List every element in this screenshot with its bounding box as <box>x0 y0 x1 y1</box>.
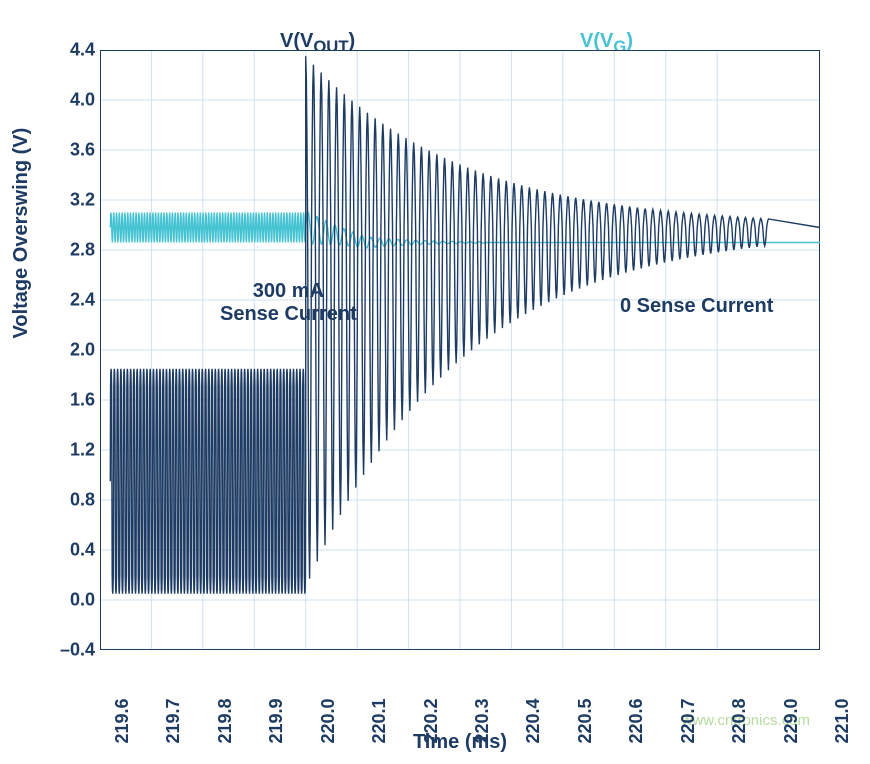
x-tick-label: 221.0 <box>832 699 853 744</box>
y-tick-label: 0.0 <box>70 590 95 611</box>
x-tick-label: 220.6 <box>626 699 647 744</box>
x-tick-label: 219.8 <box>215 699 236 744</box>
y-tick-label: 3.6 <box>70 140 95 161</box>
y-axis-label: Voltage Overswing (V) <box>10 128 33 339</box>
y-tick-label: 2.8 <box>70 240 95 261</box>
x-tick-label: 220.8 <box>729 699 750 744</box>
y-tick-label: 1.6 <box>70 390 95 411</box>
y-tick-label: 4.0 <box>70 90 95 111</box>
y-tick-label: 2.0 <box>70 340 95 361</box>
x-tick-label: 220.1 <box>369 699 390 744</box>
x-tick-label: 220.0 <box>318 699 339 744</box>
x-tick-label: 220.2 <box>421 699 442 744</box>
y-tick-label: 0.4 <box>70 540 95 561</box>
y-tick-label: 1.2 <box>70 440 95 461</box>
chart-annotation: 0 Sense Current <box>620 295 773 318</box>
y-tick-label: 4.4 <box>70 40 95 61</box>
x-tick-label: 219.6 <box>112 699 133 744</box>
x-tick-label: 219.7 <box>163 699 184 744</box>
y-tick-label: 3.2 <box>70 190 95 211</box>
x-tick-label: 220.7 <box>678 699 699 744</box>
x-tick-label: 220.5 <box>575 699 596 744</box>
oscillation-chart <box>100 50 820 650</box>
x-tick-label: 219.9 <box>266 699 287 744</box>
y-tick-label: 0.8 <box>70 490 95 511</box>
y-tick-label: –0.4 <box>60 640 95 661</box>
x-tick-label: 220.3 <box>472 699 493 744</box>
x-tick-label: 229.0 <box>781 699 802 744</box>
y-tick-label: 2.4 <box>70 290 95 311</box>
x-tick-label: 220.4 <box>523 699 544 744</box>
chart-annotation: 300 mA Sense Current <box>220 280 357 326</box>
